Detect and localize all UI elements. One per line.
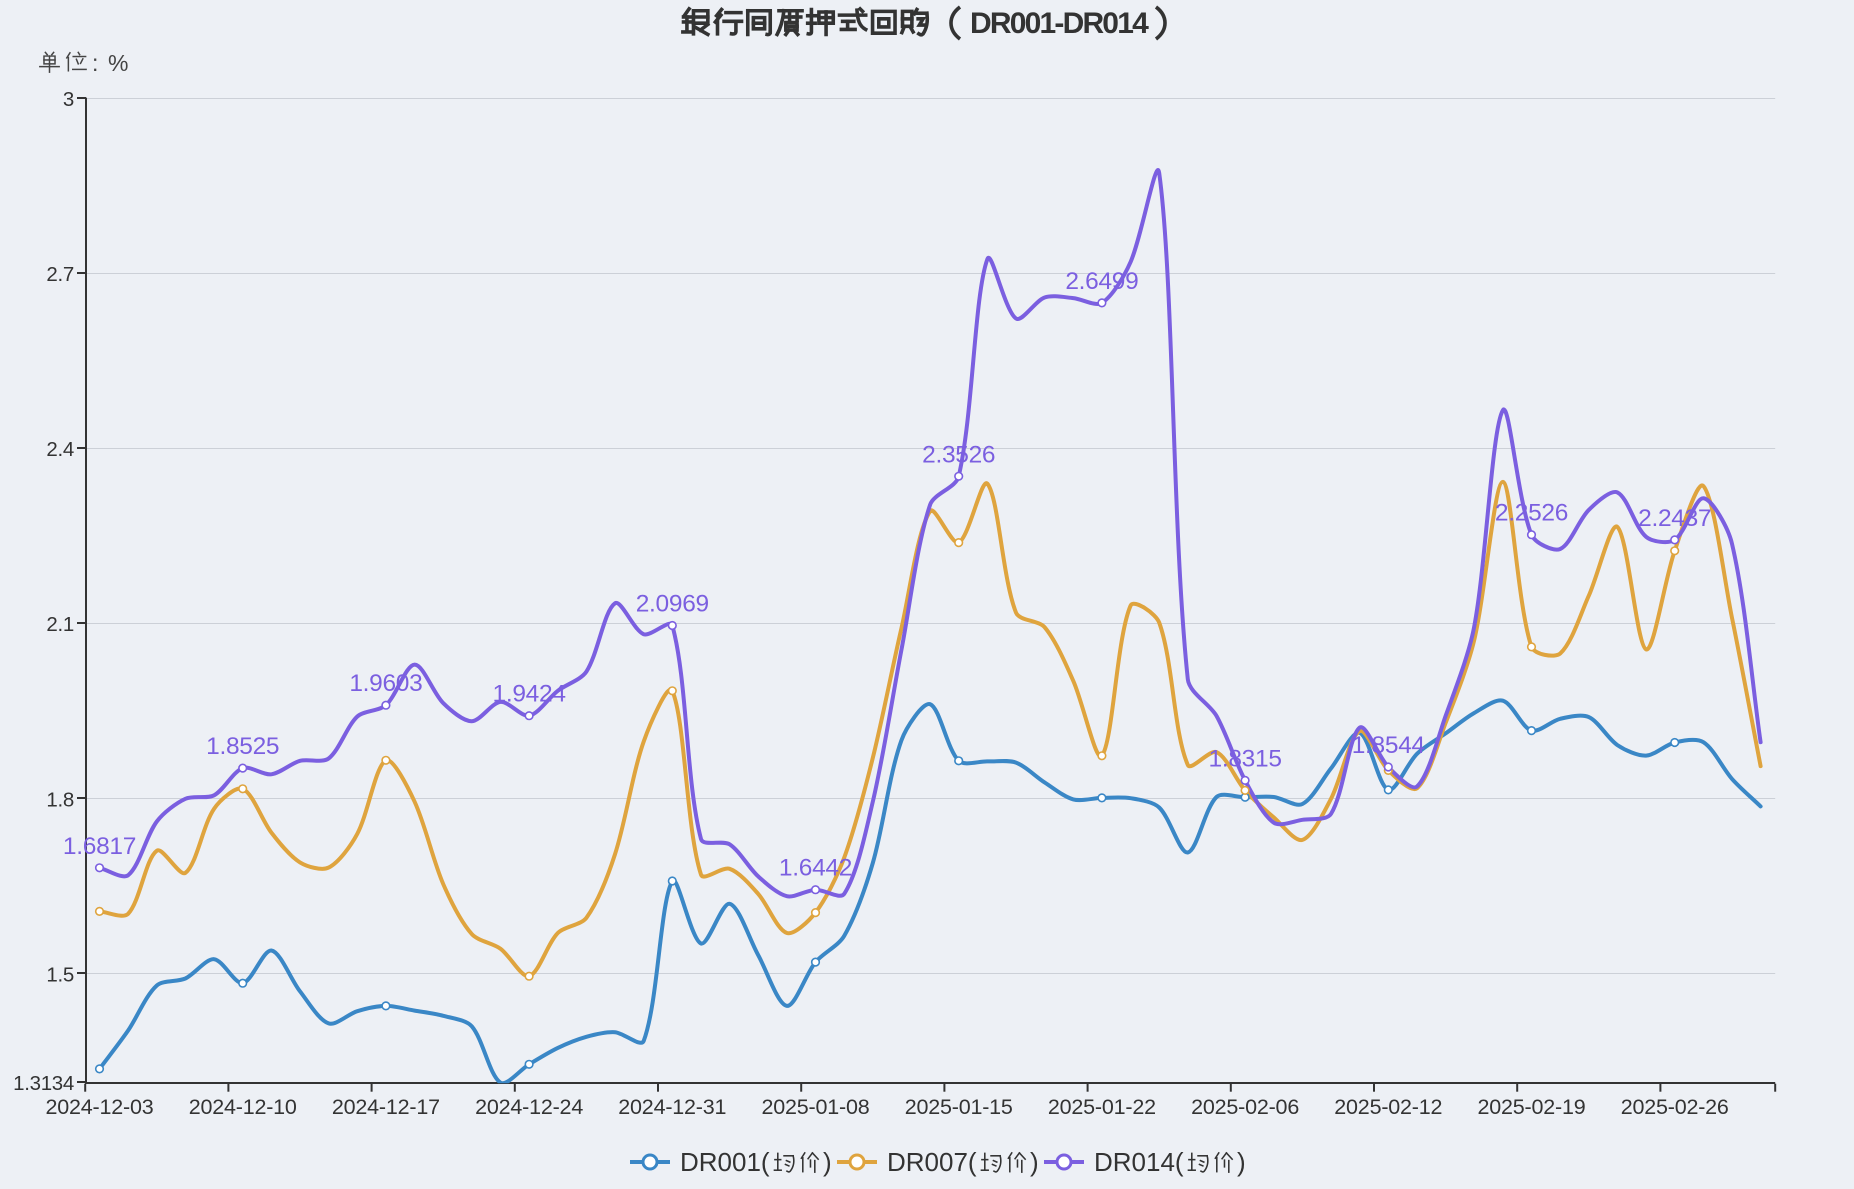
svg-text:2024-12-03: 2024-12-03 — [46, 1095, 154, 1119]
svg-text:%: % — [108, 50, 128, 76]
svg-text:2.7: 2.7 — [46, 263, 74, 286]
svg-text:1.8315: 1.8315 — [1209, 745, 1282, 772]
svg-text:2024-12-10: 2024-12-10 — [189, 1095, 297, 1119]
svg-text:1.6817: 1.6817 — [63, 833, 136, 860]
svg-text:DR014(: DR014( — [1094, 1147, 1184, 1177]
svg-text:2.6499: 2.6499 — [1065, 268, 1138, 295]
svg-text:DR001-DR014: DR001-DR014 — [970, 7, 1149, 40]
svg-text:2024-12-24: 2024-12-24 — [475, 1095, 583, 1119]
svg-text:DR001(: DR001( — [680, 1147, 770, 1177]
svg-text::: : — [92, 50, 98, 76]
svg-text:1.9603: 1.9603 — [349, 670, 422, 697]
svg-text:1.5: 1.5 — [46, 963, 74, 986]
svg-text:2.2526: 2.2526 — [1495, 500, 1568, 527]
svg-text:1.8525: 1.8525 — [206, 733, 279, 760]
svg-text:2025-02-26: 2025-02-26 — [1621, 1095, 1729, 1119]
svg-text:2.0969: 2.0969 — [636, 591, 709, 618]
svg-text:2.3526: 2.3526 — [922, 441, 995, 468]
svg-text:3: 3 — [63, 88, 74, 111]
svg-text:): ) — [1237, 1147, 1246, 1177]
svg-text:1.6442: 1.6442 — [779, 855, 852, 882]
svg-text:2025-02-12: 2025-02-12 — [1334, 1095, 1442, 1119]
svg-text:2.1: 2.1 — [46, 613, 74, 636]
svg-text:DR007(: DR007( — [887, 1147, 977, 1177]
svg-text:2024-12-31: 2024-12-31 — [618, 1095, 726, 1119]
svg-text:2.4: 2.4 — [46, 438, 74, 461]
svg-text:2025-01-15: 2025-01-15 — [905, 1095, 1013, 1119]
svg-text:): ) — [1030, 1147, 1039, 1177]
svg-text:2025-01-08: 2025-01-08 — [762, 1095, 870, 1119]
svg-text:): ) — [823, 1147, 832, 1177]
svg-text:2.2437: 2.2437 — [1638, 505, 1711, 532]
svg-text:1.8544: 1.8544 — [1352, 732, 1425, 759]
svg-text:1.3134: 1.3134 — [13, 1072, 74, 1095]
svg-text:2025-01-22: 2025-01-22 — [1048, 1095, 1156, 1119]
svg-text:1.8: 1.8 — [46, 788, 74, 811]
svg-text:1.9424: 1.9424 — [493, 681, 566, 708]
svg-text:2025-02-06: 2025-02-06 — [1191, 1095, 1299, 1119]
svg-text:2025-02-19: 2025-02-19 — [1478, 1095, 1586, 1119]
svg-text:2024-12-17: 2024-12-17 — [332, 1095, 440, 1119]
